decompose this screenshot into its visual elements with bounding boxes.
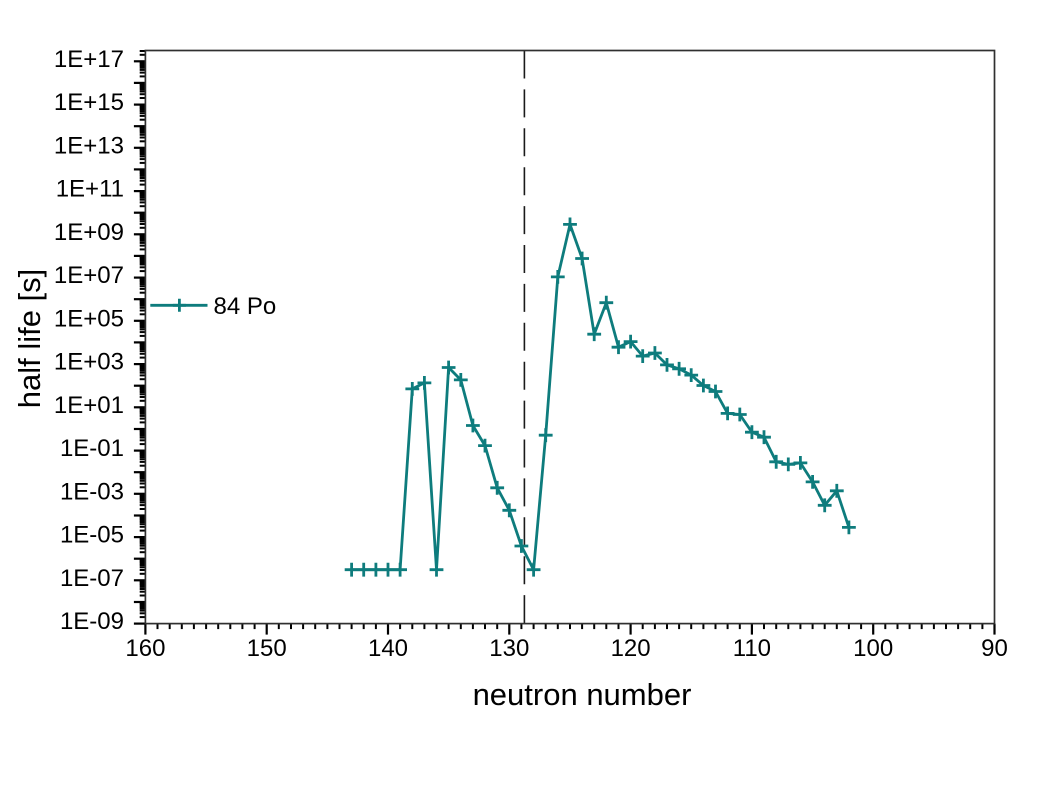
svg-text:1E-05: 1E-05	[60, 522, 124, 549]
svg-text:130: 130	[489, 635, 529, 662]
svg-text:120: 120	[611, 635, 651, 662]
svg-text:1E+15: 1E+15	[54, 89, 124, 116]
svg-text:160: 160	[125, 635, 165, 662]
svg-text:1E-09: 1E-09	[60, 608, 124, 635]
svg-text:1E-03: 1E-03	[60, 478, 124, 505]
svg-text:1E+17: 1E+17	[54, 46, 124, 73]
svg-text:140: 140	[368, 635, 408, 662]
svg-text:90: 90	[981, 635, 1008, 662]
svg-text:84 Po: 84 Po	[214, 293, 277, 320]
svg-text:1E+01: 1E+01	[54, 392, 124, 419]
svg-text:1E+11: 1E+11	[56, 176, 124, 203]
svg-text:1E-01: 1E-01	[60, 435, 124, 462]
svg-text:110: 110	[733, 635, 771, 662]
svg-text:1E+03: 1E+03	[54, 349, 124, 376]
svg-text:1E+13: 1E+13	[54, 132, 124, 159]
svg-text:1E+09: 1E+09	[54, 219, 124, 246]
svg-text:150: 150	[247, 635, 287, 662]
svg-text:1E+07: 1E+07	[54, 262, 124, 289]
svg-text:100: 100	[853, 635, 893, 662]
svg-text:1E-07: 1E-07	[60, 565, 124, 592]
svg-text:1E+05: 1E+05	[54, 305, 124, 332]
svg-text:neutron number: neutron number	[473, 677, 692, 712]
svg-text:half life [s]: half life [s]	[12, 269, 47, 409]
